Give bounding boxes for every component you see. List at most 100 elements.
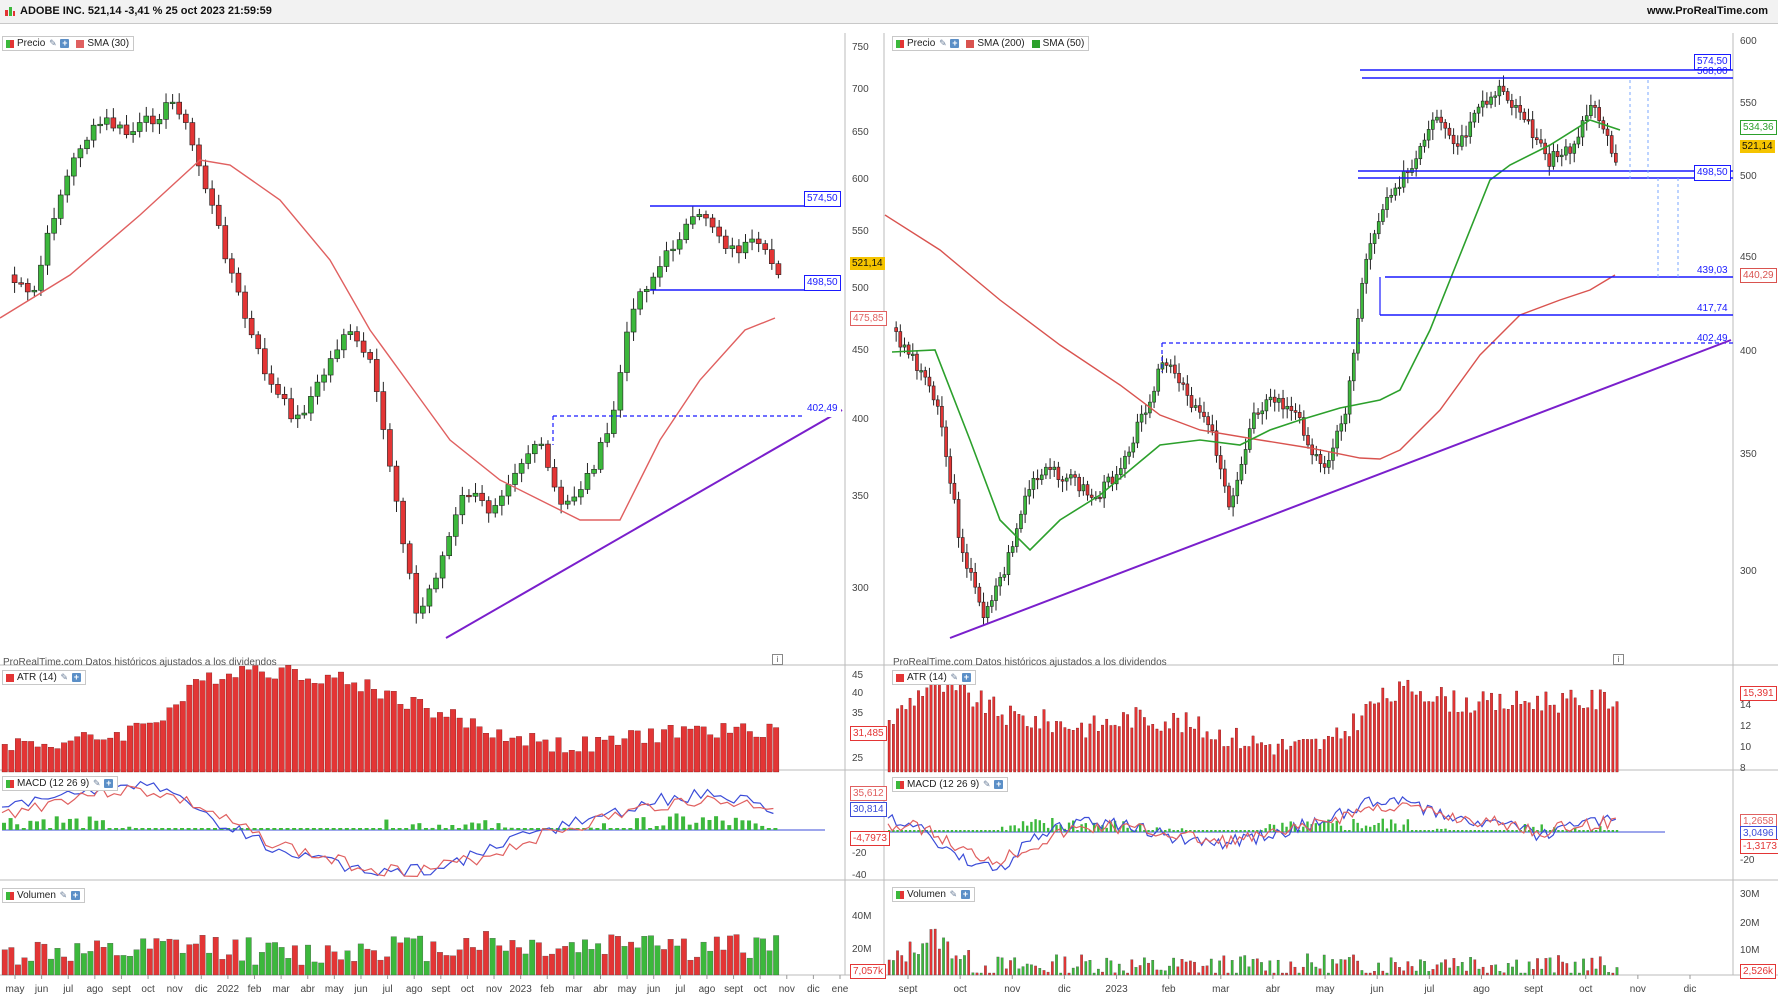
right-candle-body (1089, 494, 1094, 498)
right-macd-hist-bar (1490, 830, 1493, 832)
macd-swatch-icon (6, 779, 14, 788)
atr-bar (1105, 718, 1109, 773)
volume-bar (896, 950, 899, 976)
volume-bar (1540, 968, 1544, 976)
wrench-icon[interactable]: ✎ (982, 779, 991, 789)
right-macd-hist-bar (1314, 823, 1318, 832)
left-candle-body (308, 396, 314, 414)
add-indicator-icon[interactable]: + (960, 889, 970, 899)
atr-bar (390, 691, 397, 773)
atr-bar (107, 737, 114, 773)
atr-bar (87, 734, 94, 773)
level-574-label[interactable]: 574,50 (1694, 54, 1731, 70)
volume-bar (489, 938, 496, 976)
atr-bar (1465, 697, 1468, 773)
left-candle-body (433, 577, 439, 590)
wrench-icon[interactable]: ✎ (59, 890, 68, 900)
right-candle-body (1031, 477, 1036, 490)
wrench-icon[interactable]: ✎ (950, 672, 959, 682)
right-macd-hist-bar (1486, 830, 1489, 832)
left-macd-hist-bar (443, 828, 448, 830)
add-indicator-icon[interactable]: + (70, 890, 80, 900)
sma50-swatch-icon (1031, 39, 1040, 48)
atr-bar (1096, 731, 1100, 773)
add-indicator-icon[interactable]: + (60, 38, 70, 48)
volume-bar (193, 943, 199, 976)
volume-bar (272, 942, 278, 976)
volume-bar (384, 956, 391, 976)
right-macd-hist-bar (1582, 830, 1585, 832)
right-macd-hist-bar (1611, 830, 1615, 832)
left-macd-hist-bar (140, 828, 145, 830)
right-macd-hist-bar (913, 830, 916, 832)
atr-bar (272, 678, 278, 773)
left-macd-hist-bar (48, 828, 53, 830)
left-candle-body (650, 276, 657, 290)
left-macd-hist-bar (489, 828, 494, 830)
level-568-label[interactable]: 568,00 (1697, 66, 1728, 77)
right-macd-hist-bar (1540, 824, 1543, 832)
add-indicator-icon[interactable]: + (994, 779, 1004, 789)
right-candle-body (1343, 413, 1348, 425)
atr-bar (1084, 737, 1088, 773)
atr-bar (967, 692, 971, 773)
right-price-legend[interactable]: Precio ✎ + SMA (200) SMA (50) (892, 36, 1090, 51)
add-indicator-icon[interactable]: + (961, 672, 971, 682)
right-candle-body (1252, 412, 1256, 429)
atr-bar (929, 683, 933, 773)
add-indicator-icon[interactable]: + (71, 672, 81, 682)
right-macd-legend[interactable]: MACD (12 26 9) ✎ + (892, 777, 1009, 792)
wrench-icon[interactable]: ✎ (49, 38, 57, 48)
level-439-label[interactable]: 439,03 (1697, 265, 1728, 276)
right-macd-hist-bar (1122, 821, 1125, 832)
level-417-label[interactable]: 417,74 (1697, 303, 1728, 314)
volume-bar (1586, 970, 1590, 976)
left-macd-legend[interactable]: MACD (12 26 9) ✎ + (2, 776, 119, 791)
level-498-label[interactable]: 498,50 (804, 275, 841, 291)
volume-bar (1038, 968, 1042, 976)
left-info-icon[interactable]: i (772, 654, 783, 665)
left-price-legend[interactable]: Precio ✎ + SMA (30) (2, 36, 135, 51)
level-402-label[interactable]: 402,49 (1697, 333, 1728, 344)
atr-bar (1444, 696, 1447, 773)
wrench-icon[interactable]: ✎ (60, 672, 69, 682)
right-volume-legend[interactable]: Volumen ✎ + (892, 887, 975, 902)
left-macd-hist-bar (358, 828, 363, 830)
left-candle-body (117, 124, 123, 129)
volume-bar (1519, 972, 1523, 976)
atr-bar (80, 732, 87, 773)
right-candle-body (1056, 466, 1061, 480)
level-574-label[interactable]: 574,50 (804, 191, 841, 207)
right-candle-body (1526, 119, 1531, 122)
atr-bar (179, 701, 186, 773)
site-link[interactable]: www.ProRealTime.com (1646, 5, 1768, 17)
volume-bar (1088, 960, 1092, 976)
right-macd-hist-bar (1000, 826, 1004, 832)
left-atr-legend[interactable]: ATR (14) ✎ + (2, 670, 86, 685)
right-atr-legend[interactable]: ATR (14) ✎ + (892, 670, 976, 685)
level-402-label[interactable]: 402,49 (804, 401, 841, 417)
add-indicator-icon[interactable]: + (950, 38, 960, 48)
left-volume-legend[interactable]: Volumen ✎ + (2, 888, 85, 903)
volume-bar (232, 939, 239, 976)
add-indicator-icon[interactable]: + (104, 778, 114, 788)
atr-bar (687, 728, 694, 773)
wrench-icon[interactable]: ✎ (939, 38, 947, 48)
volume-bar (1527, 961, 1531, 976)
wrench-icon[interactable]: ✎ (92, 778, 101, 788)
wrench-icon[interactable]: ✎ (949, 889, 958, 899)
right-info-icon[interactable]: i (1613, 654, 1624, 665)
right-x-label: nov (1004, 984, 1020, 995)
right-macd-hist-bar (1184, 830, 1188, 832)
volume-bar (1201, 965, 1205, 976)
left-macd-hist-bar (509, 827, 514, 830)
atr-bar (674, 737, 681, 773)
level-498-label[interactable]: 498,50 (1694, 165, 1731, 181)
left-macd-hist-bar (212, 828, 217, 830)
volume-bar (1536, 958, 1539, 976)
atr-bar (1276, 743, 1280, 773)
atr-bar (917, 690, 920, 773)
sma200-swatch-icon (966, 39, 975, 48)
right-candle-body (1143, 412, 1148, 415)
